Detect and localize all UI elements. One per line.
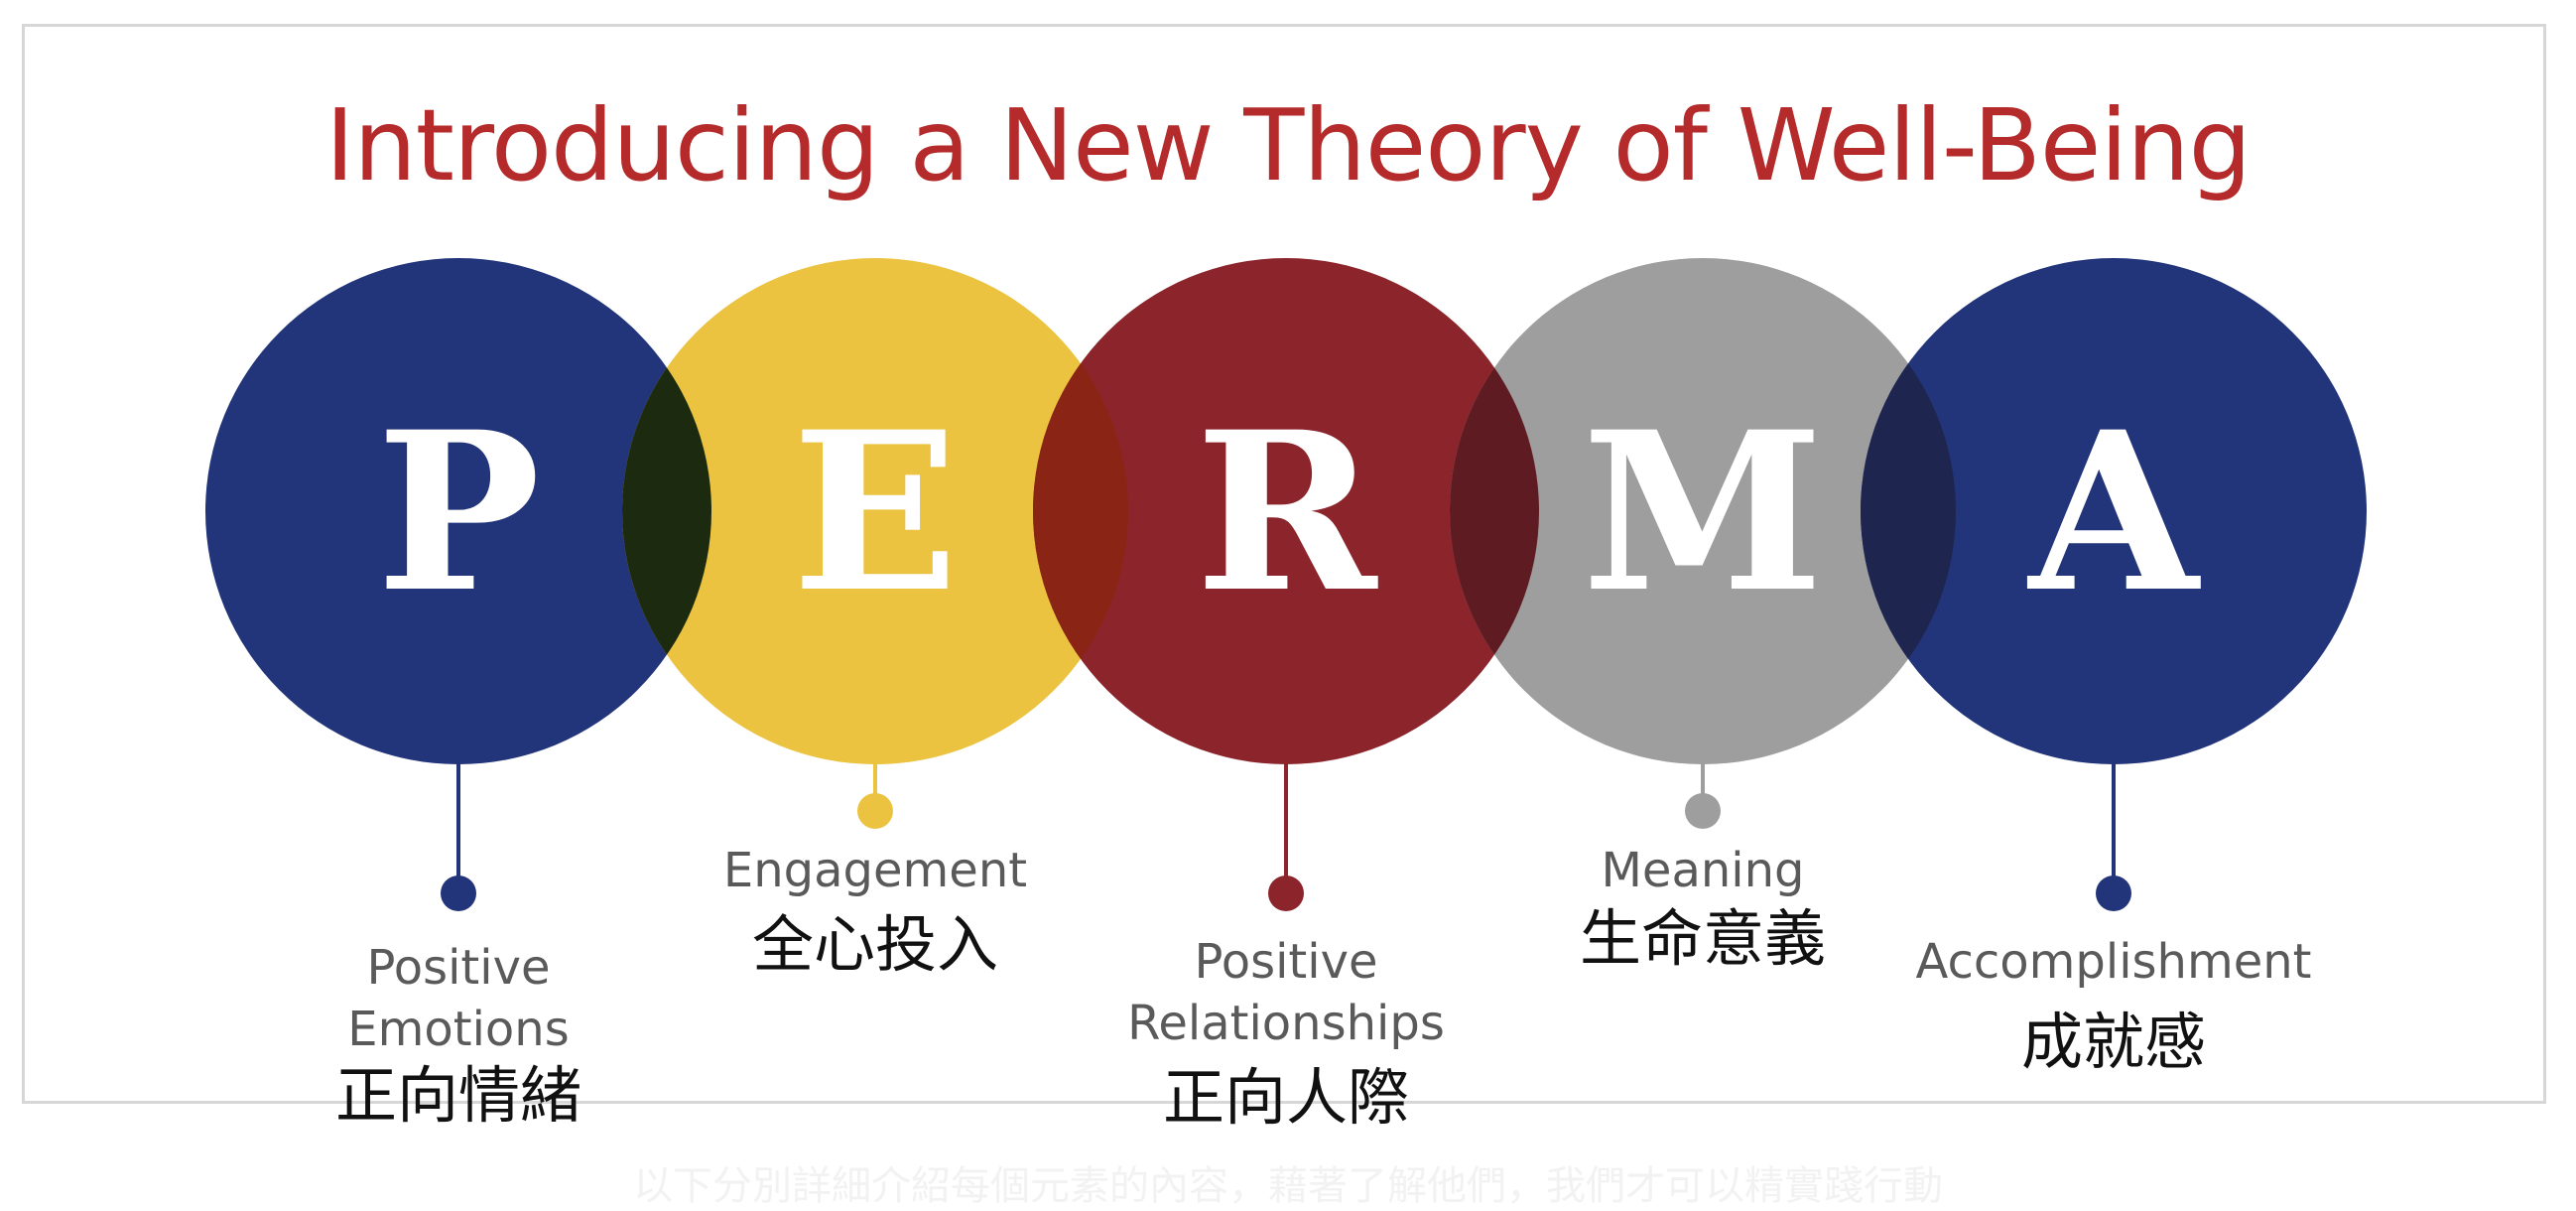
connector-dot-accomplishment bbox=[2096, 875, 2131, 911]
label-line: Relationships bbox=[1127, 996, 1445, 1051]
circle-engagement bbox=[622, 258, 1128, 764]
label-positive-relationships: Positive Relationships bbox=[1127, 931, 1445, 1054]
label-positive-emotions: Positive Emotions bbox=[347, 937, 569, 1060]
circle-positive-relationships bbox=[1033, 258, 1539, 764]
label-line: Emotions bbox=[347, 1002, 570, 1057]
label-line: Meaning bbox=[1601, 843, 1805, 898]
letter-positive-relationships: R bbox=[1196, 383, 1379, 640]
label-accomplishment: Accomplishment bbox=[1916, 931, 2312, 993]
label-meaning: Meaning bbox=[1601, 840, 1804, 901]
chinese-accomplishment: 成就感 bbox=[2020, 1006, 2207, 1078]
letter-positive-emotions: P bbox=[376, 383, 540, 640]
connector-dot-engagement bbox=[857, 793, 893, 829]
label-engagement: Engagement bbox=[723, 840, 1027, 901]
chinese-engagement: 全心投入 bbox=[751, 908, 999, 981]
diagram-title: Introducing a New Theory of Well-Being bbox=[324, 87, 2252, 203]
chinese-positive-emotions: 正向情緒 bbox=[334, 1059, 582, 1132]
chinese-meaning: 生命意義 bbox=[1579, 902, 1827, 975]
label-line: Positive bbox=[1194, 934, 1378, 990]
circle-meaning bbox=[1450, 258, 1956, 764]
circle-positive-emotions bbox=[205, 258, 711, 764]
label-line: Engagement bbox=[722, 843, 1028, 898]
chinese-positive-relationships: 正向人際 bbox=[1162, 1061, 1410, 1134]
connector-dot-meaning bbox=[1685, 793, 1721, 829]
letter-engagement: E bbox=[792, 383, 959, 640]
connector-dot-positive-relationships bbox=[1268, 875, 1304, 911]
connector-dot-positive-emotions bbox=[441, 875, 476, 911]
label-line: Accomplishment bbox=[1915, 934, 2312, 990]
caption-text: 以下分別詳細介紹每個元素的內容，藉著了解他們，我們才可以精實踐行動 bbox=[633, 1164, 1943, 1208]
label-line: Positive bbox=[366, 940, 551, 996]
letter-accomplishment: A bbox=[2027, 383, 2202, 640]
letter-meaning: M bbox=[1582, 383, 1824, 640]
circle-accomplishment bbox=[1861, 258, 2367, 764]
